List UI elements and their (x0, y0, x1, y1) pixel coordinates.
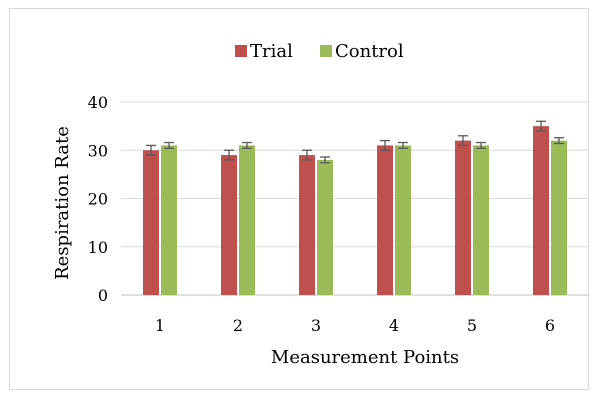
bars (143, 120, 567, 295)
y-tick-label: 0 (98, 286, 108, 305)
bar-trial-6 (533, 126, 549, 295)
x-axis-title: Measurement Points (271, 347, 459, 368)
bar-trial-4 (377, 145, 393, 295)
bar-control-5 (473, 145, 489, 295)
y-tick-label: 20 (88, 190, 108, 209)
bar-trial-1 (143, 150, 159, 295)
legend-swatch-trial (235, 45, 247, 57)
legend: Trial Control (235, 41, 404, 62)
bar-trial-3 (299, 155, 315, 295)
legend-label-control: Control (335, 41, 404, 62)
bar-control-3 (317, 159, 333, 295)
y-tick-label: 10 (88, 238, 108, 257)
x-tick-label: 1 (155, 316, 165, 335)
bar-trial-2 (221, 155, 237, 295)
bar-chart: 0 10 20 30 40 1 2 3 4 5 6 Trial Control Measuremen… (52, 41, 589, 368)
legend-label-trial: Trial (250, 41, 293, 62)
bar-control-4 (395, 145, 411, 295)
y-tick-label: 40 (88, 93, 108, 112)
bar-control-1 (161, 145, 177, 295)
x-tick-label: 4 (389, 316, 399, 335)
bar-control-6 (551, 140, 567, 295)
chart-frame: 0 10 20 30 40 1 2 3 4 5 6 Trial Control Measuremen… (9, 8, 589, 390)
y-tick-labels: 0 10 20 30 40 (88, 93, 108, 305)
x-tick-label: 2 (233, 316, 243, 335)
x-tick-labels: 1 2 3 4 5 6 (155, 316, 555, 335)
x-tick-label: 6 (545, 316, 555, 335)
bar-control-2 (239, 145, 255, 295)
y-axis-title: Respiration Rate (52, 126, 73, 280)
legend-swatch-control (320, 45, 332, 57)
y-tick-label: 30 (88, 141, 108, 160)
gridlines (121, 101, 589, 296)
bar-trial-5 (455, 140, 471, 295)
x-tick-label: 5 (467, 316, 477, 335)
x-tick-label: 3 (311, 316, 321, 335)
